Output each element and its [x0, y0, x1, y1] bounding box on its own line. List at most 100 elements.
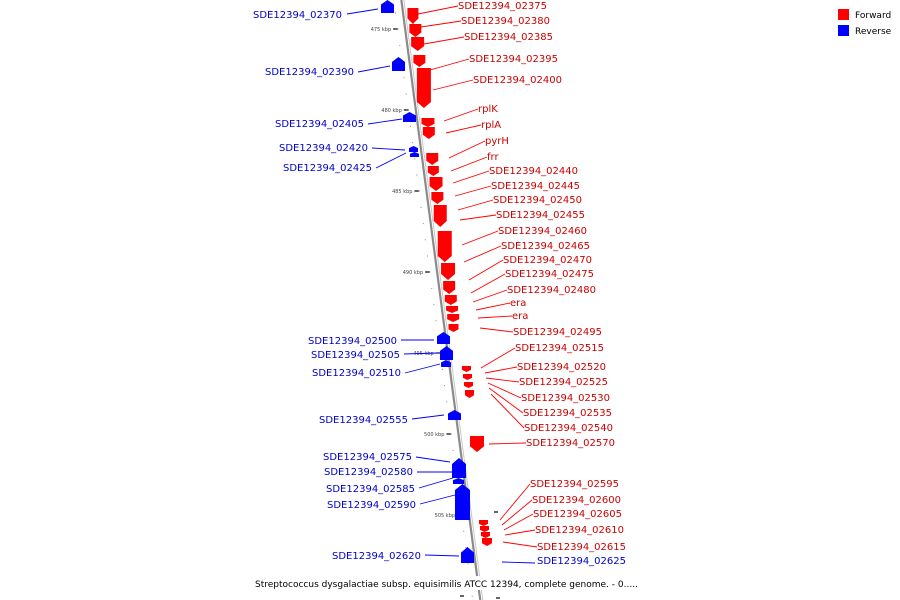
- tick-label: 485 kbp: [392, 189, 412, 195]
- forward-gene-label[interactable]: SDE12394_02460: [498, 226, 587, 237]
- forward-gene-arrow[interactable]: [463, 374, 472, 380]
- forward-gene-label[interactable]: rplK: [478, 104, 498, 115]
- forward-gene-arrow[interactable]: [411, 37, 425, 51]
- reverse-gene-arrow[interactable]: [452, 458, 466, 478]
- forward-gene-label[interactable]: SDE12394_02475: [505, 269, 594, 280]
- reverse-gene-label[interactable]: SDE12394_02370: [253, 10, 342, 21]
- forward-gene-arrow[interactable]: [482, 538, 492, 546]
- forward-gene-label[interactable]: SDE12394_02465: [501, 241, 590, 252]
- reverse-gene-label[interactable]: SDE12394_02425: [283, 163, 372, 174]
- forward-gene-arrow[interactable]: [421, 118, 435, 127]
- legend-reverse-label: Reverse: [855, 27, 892, 37]
- forward-gene-arrow[interactable]: [465, 390, 474, 398]
- reverse-gene-arrow[interactable]: [392, 57, 405, 71]
- forward-gene-label[interactable]: frr: [487, 152, 499, 163]
- reverse-gene-arrow[interactable]: [403, 112, 416, 122]
- reverse-gene-arrow[interactable]: [461, 547, 474, 563]
- forward-gene-arrow[interactable]: [441, 263, 456, 280]
- forward-gene-label[interactable]: SDE12394_02470: [503, 255, 592, 266]
- reverse-gene-arrow[interactable]: [437, 332, 450, 344]
- forward-gene-arrow[interactable]: [409, 24, 422, 37]
- forward-gene-arrow[interactable]: [479, 520, 488, 526]
- reverse-gene-label[interactable]: SDE12394_02405: [275, 119, 364, 130]
- reverse-gene-arrow[interactable]: [381, 0, 394, 13]
- forward-gene-label[interactable]: era: [510, 298, 526, 309]
- forward-gene-label[interactable]: rplA: [481, 120, 501, 131]
- forward-gene-label[interactable]: SDE12394_02395: [469, 54, 558, 65]
- forward-gene-label[interactable]: SDE12394_02495: [513, 327, 602, 338]
- forward-gene-label[interactable]: SDE12394_02595: [530, 479, 619, 490]
- forward-gene-arrow[interactable]: [447, 314, 460, 322]
- forward-gene-arrow[interactable]: [448, 324, 459, 332]
- reverse-gene-label[interactable]: SDE12394_02420: [279, 143, 368, 154]
- forward-gene-label[interactable]: SDE12394_02515: [515, 343, 604, 354]
- reverse-gene-label[interactable]: SDE12394_02590: [327, 500, 416, 511]
- forward-gene-arrow[interactable]: [462, 366, 471, 372]
- reverse-gene-arrow[interactable]: [440, 346, 453, 360]
- forward-gene-label[interactable]: SDE12394_02540: [524, 423, 613, 434]
- forward-gene-label[interactable]: SDE12394_02375: [458, 1, 547, 12]
- reverse-gene-label[interactable]: SDE12394_02580: [324, 467, 413, 478]
- reverse-gene-label[interactable]: SDE12394_02555: [319, 415, 408, 426]
- reverse-gene-label[interactable]: SDE12394_02505: [311, 350, 400, 361]
- forward-gene-arrow[interactable]: [443, 281, 456, 294]
- forward-gene-label[interactable]: SDE12394_02520: [517, 362, 606, 373]
- forward-gene-label[interactable]: SDE12394_02605: [533, 509, 622, 520]
- reverse-gene-label[interactable]: SDE12394_02510: [312, 368, 401, 379]
- forward-gene-label[interactable]: SDE12394_02385: [464, 32, 553, 43]
- forward-gene-arrow[interactable]: [446, 306, 459, 313]
- forward-gene-arrow[interactable]: [444, 295, 457, 305]
- forward-gene-arrow[interactable]: [426, 153, 439, 165]
- forward-gene-label[interactable]: SDE12394_02445: [491, 181, 580, 192]
- reverse-gene-arrow[interactable]: [441, 360, 451, 367]
- forward-gene-arrow[interactable]: [407, 8, 419, 24]
- forward-gene-arrow[interactable]: [470, 436, 484, 452]
- forward-gene-arrow[interactable]: [480, 526, 489, 532]
- reverse-gene-label[interactable]: SDE12394_02575: [323, 452, 412, 463]
- reverse-gene-arrow[interactable]: [448, 410, 461, 420]
- forward-gene-arrow[interactable]: [422, 127, 435, 139]
- forward-gene-arrow[interactable]: [437, 231, 452, 262]
- forward-gene-label[interactable]: SDE12394_02380: [461, 16, 550, 27]
- legend-forward-swatch: [838, 9, 849, 20]
- forward-gene-label[interactable]: era: [512, 311, 528, 322]
- forward-gene-label[interactable]: SDE12394_02610: [535, 525, 624, 536]
- forward-gene-arrow[interactable]: [413, 55, 426, 67]
- forward-gene-label[interactable]: pyrH: [485, 136, 509, 147]
- reverse-gene-arrow[interactable]: [409, 146, 418, 152]
- reverse-gene-label[interactable]: SDE12394_02390: [265, 67, 354, 78]
- gene-leader-line: [459, 214, 497, 221]
- forward-gene-label[interactable]: SDE12394_02400: [473, 75, 562, 86]
- reverse-gene-arrow[interactable]: [410, 152, 419, 157]
- forward-gene-label[interactable]: SDE12394_02525: [519, 377, 608, 388]
- forward-gene-label[interactable]: SDE12394_02440: [489, 166, 578, 177]
- forward-gene-arrow[interactable]: [416, 68, 431, 108]
- forward-gene-arrow[interactable]: [481, 532, 490, 538]
- gene-leader-line: [475, 302, 511, 311]
- forward-gene-arrow[interactable]: [464, 382, 473, 388]
- reverse-gene-arrow[interactable]: [455, 484, 470, 520]
- gene-leader-line: [503, 513, 534, 531]
- forward-gene-label[interactable]: SDE12394_02455: [496, 210, 585, 221]
- forward-gene-arrow[interactable]: [429, 177, 443, 191]
- forward-gene-arrow[interactable]: [433, 205, 447, 227]
- gene-leader-line: [454, 185, 492, 197]
- forward-gene-label[interactable]: SDE12394_02450: [493, 195, 582, 206]
- forward-gene-label[interactable]: SDE12394_02535: [523, 408, 612, 419]
- gene-leader-line: [371, 147, 406, 151]
- gene-leader-line: [487, 382, 522, 399]
- reverse-gene-label[interactable]: SDE12394_02625: [537, 556, 626, 567]
- forward-gene-label[interactable]: SDE12394_02570: [526, 438, 615, 449]
- forward-gene-label[interactable]: SDE12394_02600: [532, 495, 621, 506]
- reverse-gene-label[interactable]: SDE12394_02500: [308, 336, 397, 347]
- forward-gene-arrow[interactable]: [427, 166, 439, 176]
- forward-gene-arrow[interactable]: [431, 192, 444, 204]
- reverse-gene-label[interactable]: SDE12394_02620: [332, 551, 421, 562]
- forward-gene-label[interactable]: SDE12394_02615: [537, 542, 626, 553]
- gene-leader-line: [424, 554, 460, 557]
- reverse-gene-label[interactable]: SDE12394_02585: [326, 484, 415, 495]
- reverse-gene-arrow[interactable]: [453, 478, 464, 484]
- forward-gene-label[interactable]: SDE12394_02480: [507, 285, 596, 296]
- forward-gene-label[interactable]: SDE12394_02530: [521, 393, 610, 404]
